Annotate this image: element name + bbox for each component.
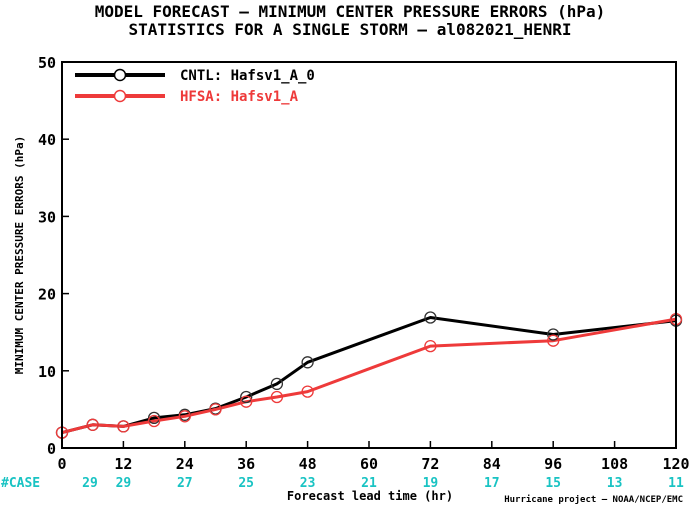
x-tick-label: 96	[544, 455, 562, 473]
credit-text: Hurricane project – NOAA/NCEP/EMC	[504, 494, 683, 505]
case-count: 23	[300, 476, 316, 491]
y-tick-label: 40	[38, 131, 56, 149]
x-tick-label: 60	[360, 455, 378, 473]
series-point-1	[147, 414, 161, 428]
x-tick-label: 24	[176, 455, 194, 473]
series-point-1	[301, 385, 314, 398]
y-tick-label: 0	[47, 440, 56, 458]
series-point-1	[547, 334, 560, 347]
series-point-1	[424, 339, 437, 353]
series-point-1	[117, 420, 130, 433]
x-tick-label: 48	[299, 455, 317, 473]
case-label: #CASE	[1, 476, 40, 491]
plot-frame	[61, 61, 677, 449]
series-point-1	[86, 418, 99, 431]
case-count: 25	[238, 476, 254, 491]
x-axis-label: Forecast lead time (hr)	[287, 489, 453, 503]
x-tick-label: 72	[421, 455, 439, 473]
series-point-0	[240, 390, 253, 404]
case-count: 15	[545, 476, 561, 491]
case-count: 13	[607, 476, 623, 491]
case-count: 11	[668, 476, 684, 491]
series-point-1	[209, 403, 222, 416]
series-point-0	[147, 411, 161, 425]
x-tick-label: 12	[114, 455, 132, 473]
chart-title-line2: STATISTICS FOR A SINGLE STORM – al082021…	[128, 20, 571, 39]
y-tick-label: 50	[38, 54, 56, 72]
case-count: 27	[177, 476, 193, 491]
series-point-0	[424, 311, 437, 324]
legend-label-cntl: CNTL: Hafsv1_A_0	[180, 68, 315, 84]
legend: CNTL: Hafsv1_A_0 HFSA: Hafsv1_A	[75, 68, 315, 105]
series-point-1	[178, 410, 191, 423]
y-tick-label: 20	[38, 286, 56, 304]
y-tick-label: 30	[38, 208, 56, 226]
series-point-1	[270, 390, 284, 404]
legend-marker-cntl	[113, 68, 127, 82]
x-tick-label: 84	[483, 455, 501, 473]
series-point-0	[270, 377, 284, 391]
series-point-0	[301, 356, 314, 369]
y-tick-label: 10	[38, 363, 56, 381]
x-tick-label: 120	[662, 455, 689, 473]
legend-label-hfsa: HFSA: Hafsv1_A	[180, 89, 299, 105]
case-counts: 29 29 27 25 23 21 19 17 15 13 11	[82, 476, 684, 491]
x-tick-label: 0	[57, 455, 66, 473]
case-count: 21	[361, 476, 377, 491]
y-axis-label: MINIMUM CENTER PRESSURE ERRORS (hPa)	[13, 136, 26, 374]
x-tick-label: 108	[601, 455, 628, 473]
legend-marker-hfsa	[113, 89, 127, 103]
series-point-1	[240, 395, 253, 408]
axes-layer: 0 10 20 30 40 50 0 12 24 36 48 60 72 84 96 108 120	[38, 54, 690, 473]
case-count: 29	[82, 476, 98, 491]
case-count: 29	[116, 476, 132, 491]
case-count: 17	[484, 476, 500, 491]
series-layer	[55, 311, 683, 439]
chart-title-line1: MODEL FORECAST – MINIMUM CENTER PRESSURE…	[95, 2, 606, 21]
series-point-0	[547, 328, 560, 341]
case-count: 19	[423, 476, 439, 491]
x-tick-label: 36	[237, 455, 255, 473]
